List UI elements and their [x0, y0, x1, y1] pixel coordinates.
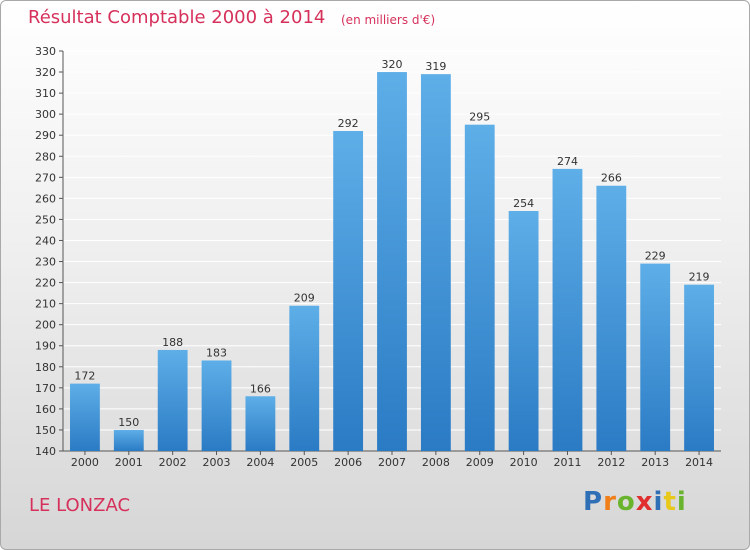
- x-tick-label: 2011: [553, 456, 581, 469]
- x-tick-label: 2009: [466, 456, 494, 469]
- logo-letter: i: [676, 487, 687, 517]
- x-tick-label: 2004: [246, 456, 274, 469]
- y-tick-label: 240: [35, 234, 56, 247]
- logo-letter: t: [663, 487, 677, 517]
- y-tick-label: 190: [35, 340, 56, 353]
- data-label-2006: 292: [338, 117, 359, 130]
- y-tick-label: 290: [35, 129, 56, 142]
- bar-2013: [640, 263, 671, 451]
- y-tick-label: 300: [35, 108, 56, 121]
- x-tick-label: 2008: [422, 456, 450, 469]
- logo-letter: x: [635, 487, 654, 517]
- data-label-2011: 274: [557, 155, 578, 168]
- x-tick-label: 2002: [159, 456, 187, 469]
- y-tick-label: 150: [35, 424, 56, 437]
- data-label-2013: 229: [645, 250, 666, 263]
- data-label-2010: 254: [513, 197, 534, 210]
- data-label-2014: 219: [689, 271, 710, 284]
- y-tick-label: 320: [35, 66, 56, 79]
- bar-2014: [684, 284, 714, 451]
- bar-2010: [508, 211, 539, 451]
- proxiti-logo: Proxiti: [583, 487, 687, 517]
- bar-2002: [157, 349, 188, 451]
- y-tick-label: 170: [35, 382, 56, 395]
- bar-2005: [289, 305, 320, 451]
- data-label-2004: 166: [250, 382, 271, 395]
- x-tick-label: 2012: [597, 456, 625, 469]
- labels: 140 150 160 170 180 190 200 210 220 230 240 250 260 2…: [35, 45, 713, 469]
- y-tick-label: 140: [35, 445, 56, 458]
- x-tick-label: 2013: [641, 456, 669, 469]
- bar-2000: [70, 383, 100, 451]
- y-tick-label: 160: [35, 403, 56, 416]
- x-tick-label: 2014: [685, 456, 713, 469]
- x-tick-label: 2010: [510, 456, 538, 469]
- data-label-2012: 266: [601, 172, 622, 185]
- location-label: LE LONZAC: [29, 495, 131, 516]
- logo-letter: o: [616, 487, 636, 517]
- bar-2011: [552, 168, 583, 452]
- bar-2012: [596, 185, 627, 451]
- x-tick-label: 2000: [71, 456, 99, 469]
- y-tick-label: 180: [35, 361, 56, 374]
- data-label-2000: 172: [74, 370, 95, 383]
- y-tick-label: 210: [35, 298, 56, 311]
- bar-2001: [113, 429, 144, 451]
- y-tick-label: 280: [35, 150, 56, 163]
- y-tick-label: 330: [35, 45, 56, 58]
- y-tick-label: 250: [35, 213, 56, 226]
- x-tick-label: 2003: [203, 456, 231, 469]
- bar-2004: [245, 396, 276, 451]
- x-tick-label: 2005: [290, 456, 318, 469]
- bar-2003: [201, 360, 232, 451]
- y-tick-label: 200: [35, 319, 56, 332]
- logo-letter: P: [583, 487, 604, 517]
- bar-2007: [377, 72, 407, 451]
- x-tick-label: 2006: [334, 456, 362, 469]
- data-label-2009: 295: [469, 111, 490, 124]
- data-label-2003: 183: [206, 346, 227, 359]
- logo-letter: r: [603, 487, 617, 517]
- bar-2008: [420, 74, 451, 451]
- data-label-2002: 188: [162, 336, 183, 349]
- data-label-2001: 150: [118, 416, 139, 429]
- y-tick-label: 310: [35, 87, 56, 100]
- bar-2006: [333, 131, 364, 451]
- data-label-2007: 320: [382, 58, 403, 71]
- x-tick-label: 2001: [115, 456, 143, 469]
- data-label-2005: 209: [294, 292, 315, 305]
- y-tick-label: 270: [35, 171, 56, 184]
- chart-title: Résultat Comptable 2000 à 2014: [28, 7, 326, 28]
- x-tick-label: 2007: [378, 456, 406, 469]
- y-tick-label: 230: [35, 256, 56, 269]
- y-tick-label: 220: [35, 277, 56, 290]
- bar-2009: [464, 124, 495, 452]
- data-label-2008: 319: [425, 60, 446, 73]
- y-tick-label: 260: [35, 192, 56, 205]
- bars: [70, 72, 714, 452]
- chart-subtitle: (en milliers d'€): [341, 13, 436, 27]
- logo-letter: i: [653, 487, 664, 517]
